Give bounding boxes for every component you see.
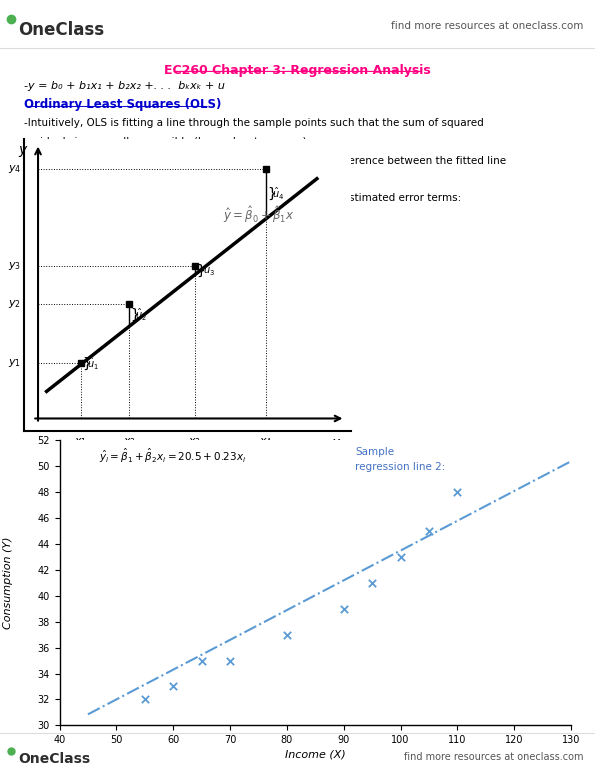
Text: (sample regression function) and sample point: (sample regression function) and sample …	[24, 175, 268, 185]
Text: $x_3$: $x_3$	[188, 437, 201, 448]
Text: $\hat{u}_2$: $\hat{u}_2$	[135, 307, 147, 323]
Text: Ordinary Least Squares (OLS): Ordinary Least Squares (OLS)	[24, 98, 221, 111]
Text: $x_2$: $x_2$	[123, 437, 136, 448]
Text: $\hat{u}_3$: $\hat{u}_3$	[202, 263, 215, 279]
Text: $\hat{u}_4$: $\hat{u}_4$	[272, 186, 284, 202]
Point	[140, 693, 149, 705]
Text: -y = b₀ + b₁x₁ + b₂x₂ +. . .  bₖxₖ + u: -y = b₀ + b₁x₁ + b₂x₂ +. . . bₖxₖ + u	[24, 81, 225, 91]
Y-axis label: Consumption (Y): Consumption (Y)	[4, 537, 14, 629]
Text: $\hat{y} = \hat{\beta}_0 + \hat{\beta}_1 x$: $\hat{y} = \hat{\beta}_0 + \hat{\beta}_1…	[223, 205, 295, 226]
Point	[168, 681, 178, 693]
Text: }: }	[82, 357, 91, 370]
Text: }: }	[196, 263, 205, 277]
Point	[368, 577, 377, 589]
Text: }: }	[130, 308, 139, 322]
Point	[226, 654, 235, 667]
Text: $y_2$: $y_2$	[8, 298, 21, 310]
Text: Sample: Sample	[355, 447, 394, 457]
Text: $x$: $x$	[331, 437, 342, 450]
Text: -Intuitively, OLS is fitting a line through the sample points such that the sum : -Intuitively, OLS is fitting a line thro…	[24, 118, 484, 128]
Point	[424, 525, 434, 537]
Text: $x_4$: $x_4$	[259, 437, 273, 448]
Text: $\hat{u}_1$: $\hat{u}_1$	[87, 356, 99, 372]
Point	[282, 628, 292, 641]
Text: $y_4$: $y_4$	[8, 163, 21, 175]
Text: regression line 2:: regression line 2:	[355, 463, 446, 473]
Text: find more resources at oneclass.com: find more resources at oneclass.com	[403, 752, 583, 762]
Text: EC260 Chapter 3: Regression Analysis: EC260 Chapter 3: Regression Analysis	[164, 64, 431, 77]
Text: OneClass: OneClass	[18, 752, 90, 766]
X-axis label: Income (X): Income (X)	[285, 749, 346, 759]
Text: find more resources at oneclass.com: find more resources at oneclass.com	[391, 21, 583, 31]
Point	[396, 551, 405, 563]
Text: -Residual, û, is an estimate of the error term, u, and is the difference between: -Residual, û, is an estimate of the erro…	[24, 156, 506, 166]
Text: $x_1$: $x_1$	[74, 437, 87, 448]
Text: residuals is as small as possible (hence least squares): residuals is as small as possible (hence…	[24, 137, 306, 147]
Point	[339, 603, 349, 615]
Text: }: }	[267, 187, 276, 201]
Text: $y$: $y$	[18, 144, 29, 159]
Text: $\hat{y}_i = \hat{\beta}_1 + \hat{\beta}_2 x_i = 20.5 + 0.23x_i$: $\hat{y}_i = \hat{\beta}_1 + \hat{\beta}…	[99, 447, 246, 465]
Text: OneClass: OneClass	[18, 21, 104, 39]
Text: $y_3$: $y_3$	[8, 259, 21, 272]
Text: $y_1$: $y_1$	[8, 357, 21, 369]
Point	[197, 654, 206, 667]
Point	[453, 486, 462, 498]
Text: -Sample regression line, sample data points, and associated estimated error term: -Sample regression line, sample data poi…	[24, 193, 461, 203]
